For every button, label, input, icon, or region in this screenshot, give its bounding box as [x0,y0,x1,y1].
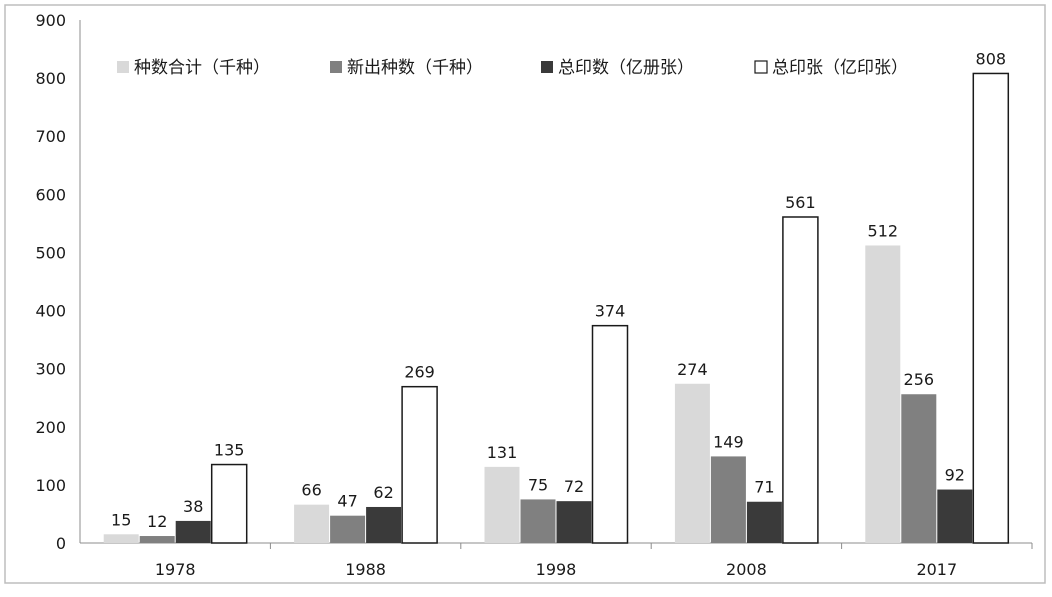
data-label: 149 [713,432,744,451]
bar-series-2 [710,456,746,543]
bar-series-1 [865,245,901,543]
bar-series-1 [674,383,710,543]
legend: 种数合计（千种） 新出种数（千种） 总印数（亿册张） 总印张（亿印张） [117,58,908,78]
bar-series-4 [401,385,438,544]
legend-label-4: 总印张（亿印张） [772,58,908,78]
data-label: 47 [337,492,357,511]
data-label: 256 [904,370,935,389]
data-label: 62 [373,483,393,502]
legend-label-2: 新出种数（千种） [347,58,483,78]
data-label: 38 [183,497,203,516]
data-label: 92 [945,466,965,485]
y-tick-label: 700 [35,127,66,146]
bar-series-3 [366,506,402,543]
y-tick-label: 600 [35,185,66,204]
y-axis: 0 100 200 300 400 500 600 700 800 900 [35,11,81,553]
x-tick-label: 1978 [155,560,196,579]
bars [103,72,1010,544]
bar-series-1 [484,466,520,543]
x-axis: 1978 1988 1998 2008 2017 [80,542,1033,579]
y-tick-label: 200 [35,418,66,437]
legend-label-3: 总印数（亿册张） [558,58,694,78]
data-label: 15 [111,510,131,529]
data-label: 131 [487,443,518,462]
y-tick-label: 100 [35,476,66,495]
data-label: 274 [677,360,708,379]
bar-series-3 [175,520,211,543]
data-label: 269 [404,363,435,382]
bar-series-4 [782,216,819,544]
legend-swatch-4 [754,60,768,74]
bar-series-4 [972,72,1010,544]
data-label: 75 [528,475,548,494]
data-label: 66 [301,481,321,500]
legend-swatch-1 [117,61,129,73]
y-tick-label: 500 [35,243,66,262]
bar-series-3 [556,501,592,543]
y-tick-label: 400 [35,302,66,321]
bar-series-2 [139,536,175,543]
x-tick-label: 2008 [726,560,767,579]
legend-swatch-2 [330,61,342,73]
data-labels: 15 12 38 135 66 47 62 269 131 75 72 374 274 149 71 561 5… [111,49,1006,531]
data-label: 512 [868,221,899,240]
bar-series-4 [591,324,629,544]
data-label: 71 [754,478,774,497]
x-tick-label: 1998 [536,560,577,579]
y-tick-label: 300 [35,360,66,379]
bar-series-4 [210,463,248,544]
bar-series-2 [901,394,937,543]
x-tick-label: 2017 [916,560,957,579]
data-label: 12 [147,512,167,531]
x-tick-label: 1988 [345,560,386,579]
y-tick-label: 800 [35,69,66,88]
data-label: 72 [564,477,584,496]
bar-series-2 [330,515,366,543]
y-tick-label: 900 [35,11,66,30]
data-label: 135 [214,441,245,460]
legend-label-1: 种数合计（千种） [134,58,270,78]
data-label: 374 [595,302,626,321]
bar-series-3 [746,501,782,543]
data-label: 561 [785,193,816,212]
data-label: 808 [976,49,1007,68]
y-tick-label: 0 [56,534,66,553]
bar-series-1 [103,534,139,543]
bar-series-3 [937,489,973,543]
legend-swatch-3 [541,61,553,73]
bar-series-1 [294,504,330,543]
bar-series-2 [520,499,556,543]
